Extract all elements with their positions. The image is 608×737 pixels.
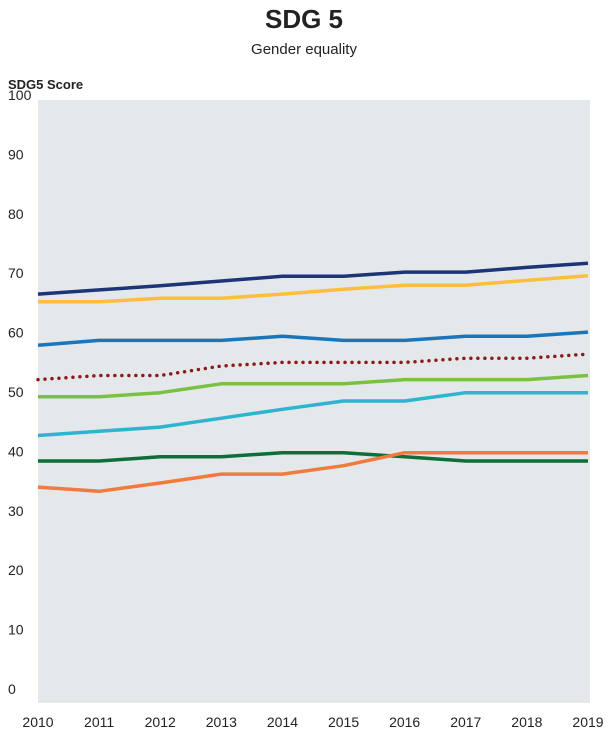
y-tick-label: 100 bbox=[8, 87, 32, 103]
x-tick-label: 2017 bbox=[450, 714, 481, 730]
chart-subtitle: Gender equality bbox=[251, 41, 357, 58]
x-tick-labels: 2010 2011 2012 2013 2014 2015 2016 2017 2018 2019 bbox=[22, 714, 603, 730]
x-tick-label: 2018 bbox=[511, 714, 542, 730]
chart-title: SDG 5 bbox=[264, 4, 344, 34]
y-tick-label: 10 bbox=[8, 622, 24, 638]
y-tick-label: 20 bbox=[8, 562, 24, 578]
series-line-6 bbox=[37, 390, 588, 438]
series-lines bbox=[36, 261, 590, 494]
plot-area bbox=[38, 100, 590, 703]
y-tick-label: 90 bbox=[8, 146, 24, 162]
series-line-7 bbox=[38, 450, 588, 463]
series-line-2 bbox=[38, 273, 589, 304]
y-tick-label: 40 bbox=[8, 443, 24, 459]
y-axis-label: SDG5 Score bbox=[8, 77, 84, 92]
y-tick-label: 50 bbox=[8, 384, 24, 400]
x-tick-label: 2019 bbox=[572, 714, 603, 730]
series-line-5 bbox=[38, 373, 589, 399]
y-tick-labels: 0 10 20 30 40 50 60 70 80 90 100 bbox=[8, 87, 32, 697]
y-tick-label: 0 bbox=[8, 681, 16, 697]
x-tick-label: 2010 bbox=[22, 714, 53, 730]
x-tick-label: 2012 bbox=[145, 714, 176, 730]
x-tick-label: 2015 bbox=[328, 714, 359, 730]
x-tick-label: 2013 bbox=[206, 714, 237, 730]
y-tick-label: 80 bbox=[8, 206, 24, 222]
series-line-8 bbox=[37, 450, 588, 494]
y-tick-label: 70 bbox=[8, 265, 24, 281]
x-tick-label: 2016 bbox=[389, 714, 420, 730]
y-tick-label: 60 bbox=[8, 325, 24, 341]
series-line-1 bbox=[37, 261, 589, 296]
x-tick-label: 2011 bbox=[84, 714, 114, 730]
series-line-4 bbox=[36, 352, 590, 382]
x-tick-label: 2014 bbox=[267, 714, 298, 730]
y-tick-label: 30 bbox=[8, 503, 24, 519]
series-line-3 bbox=[37, 330, 589, 347]
